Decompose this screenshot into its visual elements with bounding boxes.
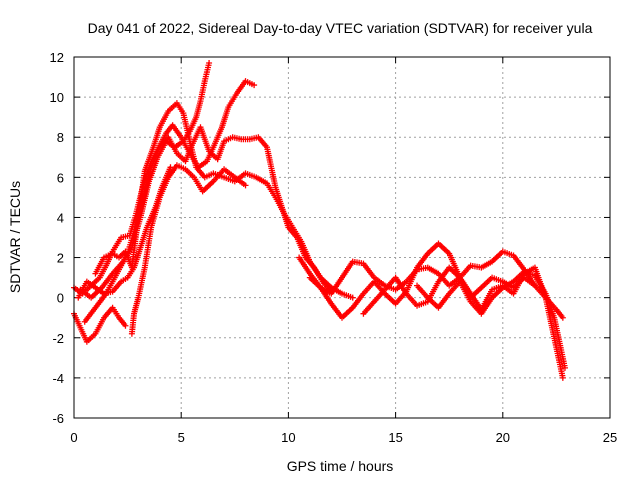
data-point bbox=[167, 164, 174, 171]
series-arc-k bbox=[414, 268, 568, 371]
data-point bbox=[531, 282, 538, 289]
plot-frame bbox=[73, 56, 611, 419]
x-tick-label: 10 bbox=[281, 430, 295, 445]
series-arc-a bbox=[71, 304, 129, 345]
data-point bbox=[561, 364, 568, 371]
data-point bbox=[242, 182, 249, 189]
x-axis-label: GPS time / hours bbox=[287, 458, 394, 474]
data-point bbox=[559, 314, 566, 321]
series-line bbox=[77, 167, 172, 298]
y-tick-label: 4 bbox=[57, 210, 64, 225]
y-tick-label: 2 bbox=[57, 251, 64, 266]
chart-title: Day 041 of 2022, Sidereal Day-to-day VTE… bbox=[88, 20, 593, 36]
x-tick-label: 20 bbox=[496, 430, 510, 445]
y-tick-label: 6 bbox=[57, 170, 64, 185]
y-tick-label: -4 bbox=[52, 371, 64, 386]
y-tick-label: 10 bbox=[50, 90, 64, 105]
data-point bbox=[349, 294, 356, 301]
data-point bbox=[206, 60, 213, 67]
y-tick-label: 12 bbox=[50, 50, 64, 65]
x-tick-label: 0 bbox=[70, 430, 77, 445]
y-tick-label: 8 bbox=[57, 130, 64, 145]
series-arc-g bbox=[75, 164, 174, 301]
series-arc-e bbox=[92, 100, 356, 301]
x-tick-label: 15 bbox=[388, 430, 402, 445]
x-tick-label: 5 bbox=[178, 430, 185, 445]
x-tick-label: 25 bbox=[603, 430, 617, 445]
y-tick-label: -2 bbox=[52, 331, 64, 346]
y-axis-label: SDTVAR / TECUs bbox=[7, 181, 23, 293]
data-point bbox=[251, 82, 258, 89]
data-series bbox=[71, 60, 568, 381]
data-point bbox=[559, 374, 566, 381]
grid-lines bbox=[74, 57, 610, 418]
series-arc-d bbox=[81, 124, 335, 325]
y-tick-label: 0 bbox=[57, 291, 64, 306]
y-tick-label: -6 bbox=[52, 411, 64, 426]
data-point bbox=[122, 322, 129, 329]
